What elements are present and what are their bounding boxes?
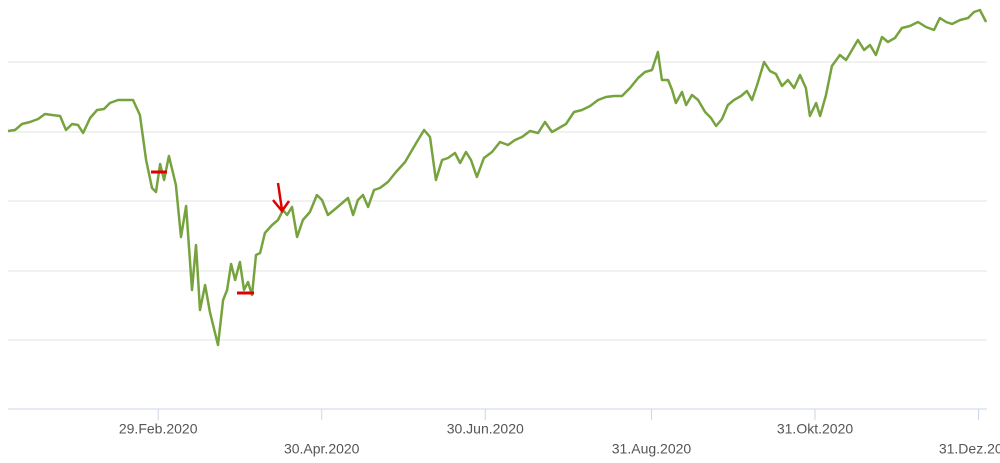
- x-tick-label: 31.Dez.2020: [939, 441, 1000, 457]
- x-tick-label: 30.Apr.2020: [284, 441, 360, 457]
- annotations: [151, 170, 291, 295]
- x-tick-label: 30.Jun.2020: [447, 421, 524, 437]
- x-tick-label: 29.Feb.2020: [119, 421, 198, 437]
- line-series: [7, 8, 988, 347]
- x-tick-label: 31.Okt.2020: [777, 421, 853, 437]
- arrow: [272, 182, 291, 214]
- x-tick-label: 31.Aug.2020: [612, 441, 692, 457]
